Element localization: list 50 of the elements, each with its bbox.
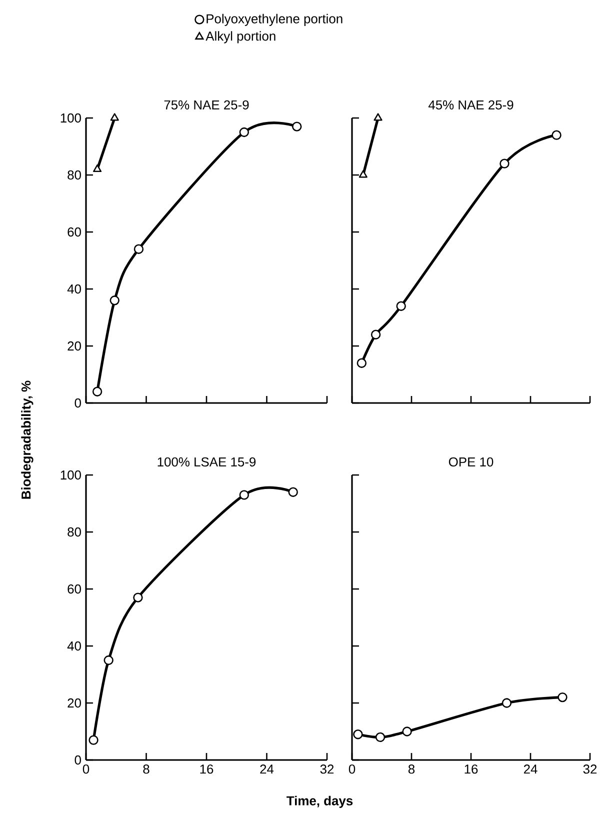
point	[88, 735, 98, 745]
chart-title: 45% NAE 25-9	[428, 100, 514, 110]
point	[292, 122, 302, 132]
chart-title: 100% LSAE 15-9	[158, 457, 256, 466]
chart-title: 75% NAE 25-9	[164, 100, 249, 110]
x-tick-label: 24	[524, 764, 538, 774]
x-tick-label: 16	[200, 764, 214, 774]
x-tick-label: 32	[320, 764, 334, 774]
y-tick-label: 80	[68, 527, 81, 537]
point	[104, 655, 114, 666]
x-tick-label: 0	[82, 764, 90, 774]
point	[288, 487, 298, 497]
x-tick-label: 8	[408, 764, 415, 774]
x-tick-label: 32	[583, 764, 597, 774]
x-tick-label: 8	[143, 764, 150, 774]
y-tick-label: 0	[74, 755, 81, 765]
x-tick-label: 24	[260, 764, 274, 774]
y-tick-label: 60	[68, 227, 81, 237]
y-axis-title: Biodegradability, %	[21, 380, 34, 499]
point	[375, 732, 386, 742]
y-tick-label: 40	[67, 284, 81, 294]
point	[92, 386, 102, 396]
x-tick-label: 0	[348, 764, 356, 774]
chart-title: OPE 10	[448, 457, 494, 466]
point	[502, 698, 512, 708]
legend-label: Alkyl portion	[206, 31, 276, 44]
point	[396, 301, 406, 311]
y-tick-label: 0	[74, 398, 81, 408]
point	[552, 130, 562, 140]
point	[370, 330, 381, 340]
point	[356, 358, 367, 368]
point	[134, 244, 144, 254]
point	[239, 127, 250, 138]
y-tick-label: 20	[68, 341, 81, 351]
x-tick-label: 16	[464, 764, 478, 774]
y-tick-label: 40	[67, 641, 81, 651]
point	[133, 592, 143, 602]
point	[500, 158, 510, 168]
point	[110, 296, 120, 306]
point	[239, 490, 250, 500]
point	[353, 730, 363, 740]
y-tick-label: 80	[68, 170, 81, 180]
point	[402, 726, 412, 736]
y-tick-label: 60	[68, 584, 81, 594]
legend-label: Polyoxyethylene portion	[206, 14, 342, 26]
y-tick-label: 20	[68, 698, 81, 708]
y-tick-label: 100	[60, 470, 81, 480]
point	[558, 692, 568, 702]
y-tick-label: 100	[60, 113, 81, 123]
x-axis-title: Time, days	[286, 796, 353, 808]
